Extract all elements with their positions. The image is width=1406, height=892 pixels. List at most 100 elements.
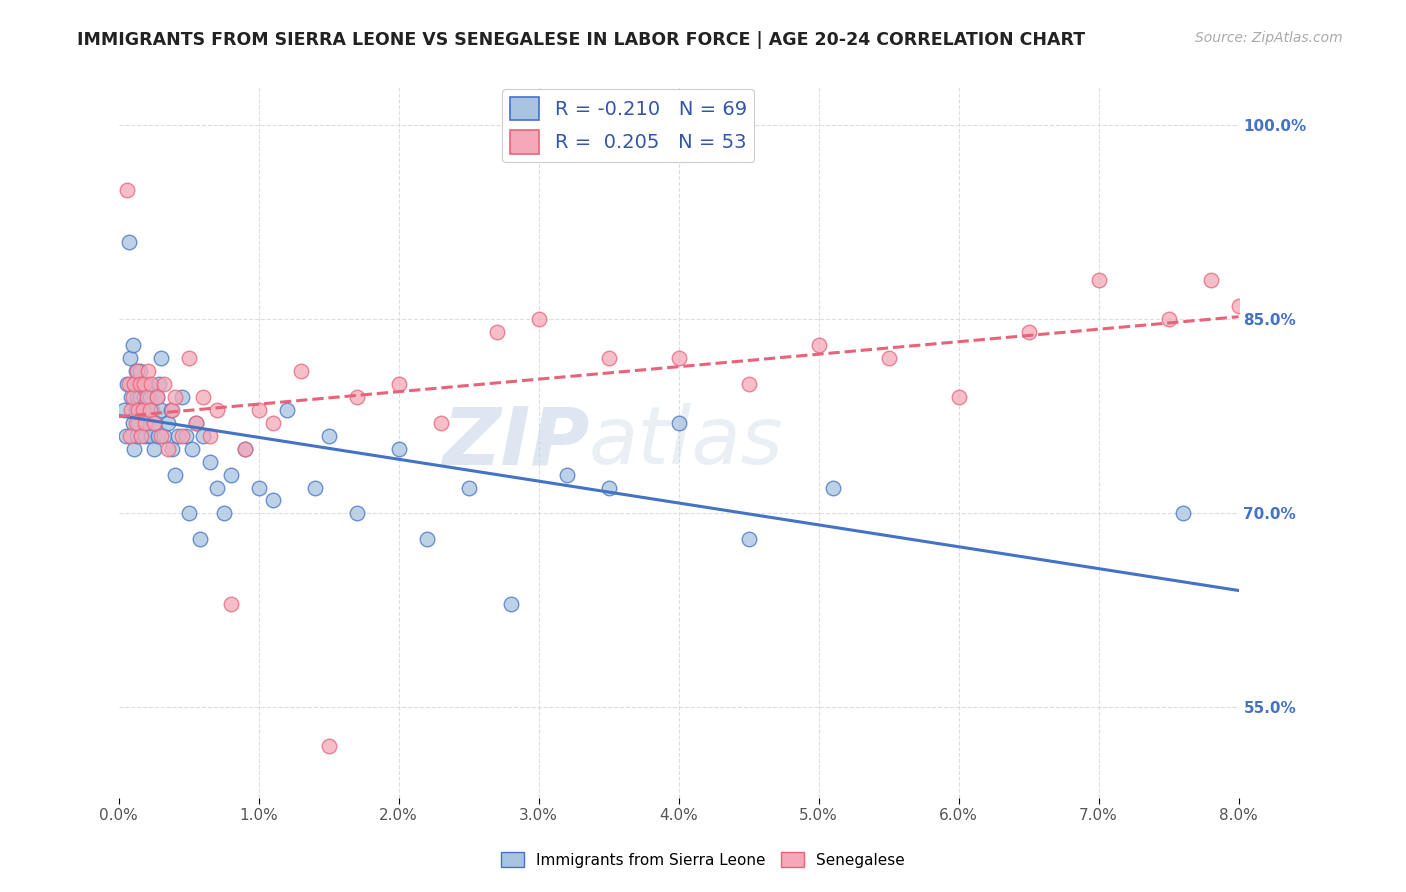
Point [124, 364, 146, 378]
Point [128, 376, 150, 391]
Point [457, 481, 479, 495]
Point [346, 390, 368, 404]
Point [115, 183, 138, 197]
Point [142, 442, 165, 456]
Point [198, 428, 221, 442]
Point [122, 376, 145, 391]
Point [318, 739, 340, 754]
Point [139, 428, 162, 442]
Point [499, 597, 522, 611]
Point [668, 351, 690, 365]
Point [120, 402, 142, 417]
Point [136, 364, 159, 378]
Point [170, 390, 193, 404]
Point [233, 442, 256, 456]
Point [737, 533, 759, 547]
Point [127, 402, 149, 417]
Point [388, 442, 411, 456]
Point [877, 351, 900, 365]
Point [124, 416, 146, 430]
Point [191, 390, 214, 404]
Point [156, 442, 179, 456]
Point [125, 390, 148, 404]
Point [134, 416, 156, 430]
Point [205, 481, 228, 495]
Point [247, 481, 270, 495]
Point [1199, 273, 1222, 287]
Point [219, 467, 242, 482]
Point [117, 376, 139, 391]
Point [132, 390, 155, 404]
Point [134, 428, 156, 442]
Point [135, 376, 157, 391]
Point [1018, 325, 1040, 339]
Legend: Immigrants from Sierra Leone, Senegalese: Immigrants from Sierra Leone, Senegalese [495, 846, 911, 873]
Point [118, 428, 141, 442]
Point [152, 376, 174, 391]
Point [205, 402, 228, 417]
Point [122, 442, 145, 456]
Point [1227, 299, 1250, 313]
Point [737, 376, 759, 391]
Point [159, 402, 181, 417]
Point [276, 402, 298, 417]
Point [304, 481, 326, 495]
Point [148, 376, 170, 391]
Point [124, 402, 146, 417]
Point [138, 390, 160, 404]
Point [145, 390, 167, 404]
Point [166, 428, 188, 442]
Point [122, 376, 145, 391]
Point [131, 402, 153, 417]
Point [1087, 273, 1109, 287]
Point [121, 416, 143, 430]
Point [117, 235, 139, 249]
Legend: R = -0.210   N = 69, R =  0.205   N = 53: R = -0.210 N = 69, R = 0.205 N = 53 [502, 89, 755, 161]
Point [121, 338, 143, 352]
Point [118, 351, 141, 365]
Point [555, 467, 578, 482]
Point [145, 390, 167, 404]
Point [668, 416, 690, 430]
Point [180, 442, 202, 456]
Point [163, 467, 186, 482]
Point [143, 416, 166, 430]
Point [138, 402, 160, 417]
Point [128, 364, 150, 378]
Text: ZIP: ZIP [441, 403, 589, 481]
Point [177, 507, 200, 521]
Point [112, 402, 135, 417]
Point [198, 455, 221, 469]
Point [290, 364, 312, 378]
Point [129, 428, 152, 442]
Point [807, 338, 830, 352]
Point [184, 416, 207, 430]
Point [212, 507, 235, 521]
Point [129, 402, 152, 417]
Point [163, 390, 186, 404]
Point [149, 351, 172, 365]
Point [1157, 312, 1180, 326]
Point [1171, 507, 1194, 521]
Point [177, 351, 200, 365]
Point [125, 364, 148, 378]
Text: atlas: atlas [589, 403, 783, 481]
Point [136, 416, 159, 430]
Point [114, 428, 136, 442]
Point [948, 390, 970, 404]
Text: IMMIGRANTS FROM SIERRA LEONE VS SENEGALESE IN LABOR FORCE | AGE 20-24 CORRELATIO: IMMIGRANTS FROM SIERRA LEONE VS SENEGALE… [77, 31, 1085, 49]
Point [149, 428, 172, 442]
Point [152, 428, 174, 442]
Point [141, 402, 163, 417]
Point [146, 428, 169, 442]
Point [821, 481, 844, 495]
Point [598, 351, 620, 365]
Point [388, 376, 411, 391]
Point [170, 428, 193, 442]
Point [160, 402, 183, 417]
Point [262, 493, 284, 508]
Point [485, 325, 508, 339]
Point [142, 416, 165, 430]
Point [184, 416, 207, 430]
Point [125, 428, 148, 442]
